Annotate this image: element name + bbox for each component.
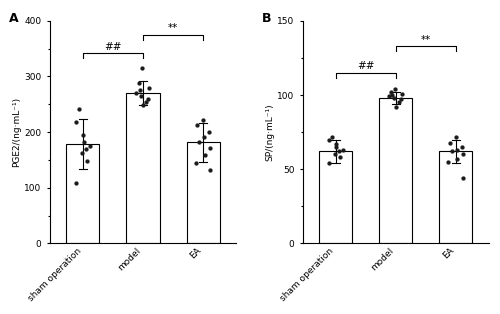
Point xyxy=(325,137,333,142)
Point xyxy=(459,152,467,157)
Text: ##: ## xyxy=(357,61,374,71)
Point xyxy=(200,134,208,139)
Y-axis label: PGE2/(ng·mL⁻¹): PGE2/(ng·mL⁻¹) xyxy=(12,97,22,167)
Point xyxy=(132,91,140,96)
Point xyxy=(398,91,406,96)
Point xyxy=(206,167,214,172)
Point xyxy=(72,120,80,125)
Text: A: A xyxy=(9,12,18,25)
Point xyxy=(458,144,466,149)
Point xyxy=(392,104,400,109)
Point xyxy=(328,134,336,139)
Point xyxy=(448,149,456,154)
Point xyxy=(80,139,88,144)
Point xyxy=(339,147,347,152)
Point xyxy=(385,94,393,99)
Point xyxy=(142,99,150,104)
Bar xyxy=(379,98,412,243)
Bar xyxy=(186,142,220,243)
Y-axis label: SP/(ng·mL⁻¹): SP/(ng·mL⁻¹) xyxy=(266,103,274,161)
Point xyxy=(194,123,202,128)
Point xyxy=(388,89,396,95)
Point xyxy=(446,140,454,145)
Point xyxy=(146,85,154,90)
Text: **: ** xyxy=(168,23,178,33)
Point xyxy=(452,147,460,152)
Bar xyxy=(126,93,160,243)
Point xyxy=(330,152,338,157)
Bar xyxy=(319,151,352,243)
Text: ##: ## xyxy=(104,41,122,51)
Bar xyxy=(440,151,472,243)
Point xyxy=(138,66,146,71)
Point xyxy=(396,97,404,102)
Point xyxy=(332,142,340,147)
Point xyxy=(200,153,208,158)
Point xyxy=(139,103,147,108)
Point xyxy=(394,100,402,105)
Point xyxy=(452,134,460,139)
Point xyxy=(192,160,200,165)
Point xyxy=(200,117,207,122)
Text: **: ** xyxy=(420,35,431,45)
Point xyxy=(195,139,203,144)
Point xyxy=(72,181,80,186)
Text: B: B xyxy=(262,12,271,25)
Point xyxy=(332,144,340,149)
Point xyxy=(144,96,152,101)
Point xyxy=(136,88,143,93)
Point xyxy=(76,106,84,111)
Point xyxy=(391,87,399,92)
Point xyxy=(79,133,87,138)
Point xyxy=(454,156,462,161)
Point xyxy=(206,145,214,150)
Point xyxy=(335,149,343,154)
Point xyxy=(444,159,452,164)
Point xyxy=(78,151,86,156)
Point xyxy=(86,143,94,149)
Point xyxy=(82,146,90,151)
Point xyxy=(84,159,92,164)
Bar xyxy=(66,144,100,243)
Point xyxy=(458,176,466,181)
Point xyxy=(325,161,333,166)
Point xyxy=(206,130,214,135)
Point xyxy=(390,95,398,100)
Point xyxy=(137,94,145,99)
Point xyxy=(388,93,396,98)
Point xyxy=(134,81,142,86)
Point xyxy=(336,155,344,160)
